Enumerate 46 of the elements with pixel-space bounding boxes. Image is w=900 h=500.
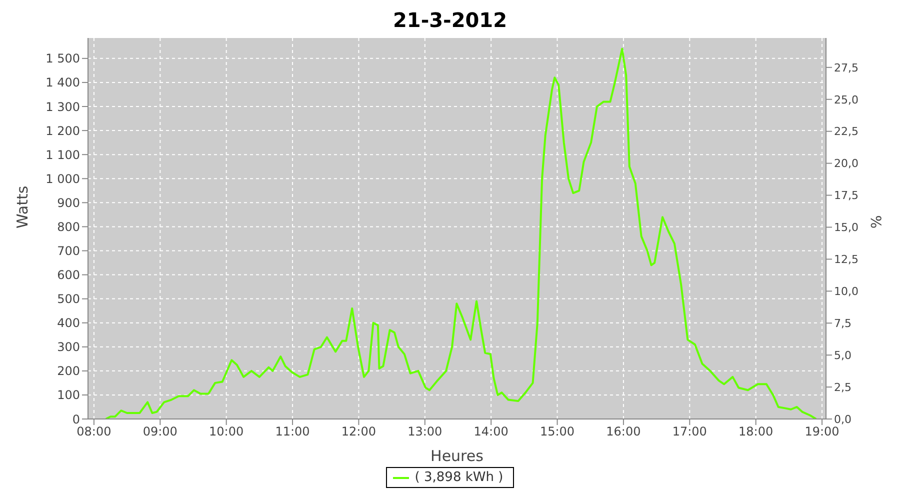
x-tick-label: 16:00 xyxy=(606,424,641,439)
x-tick-label: 19:00 xyxy=(804,424,840,439)
y-tick-label: 900 xyxy=(57,196,80,210)
x-tick-label: 18:00 xyxy=(738,424,774,439)
y2-tick-label: 22,5 xyxy=(834,125,858,138)
x-axis-title: Heures xyxy=(430,447,484,465)
y-tick-label: 1 100 xyxy=(46,148,80,162)
x-tick-label: 09:00 xyxy=(142,424,178,439)
y2-tick-label: 17,5 xyxy=(834,189,858,202)
y2-tick-label: 15,0 xyxy=(834,221,858,234)
y-axis-title: Watts xyxy=(13,186,32,228)
y-tick-label: 1 200 xyxy=(46,124,80,138)
y-tick-label: 1 300 xyxy=(46,100,80,114)
x-tick-label: 14:00 xyxy=(474,424,508,439)
y2-tick-label: 2,5 xyxy=(834,380,852,394)
x-tick-label: 11:00 xyxy=(275,424,310,439)
y2-tick-label: 7,5 xyxy=(834,317,852,330)
x-tick-label: 08:00 xyxy=(76,424,112,439)
y2-tick-label: 20,0 xyxy=(834,157,858,170)
y2-tick-label: 5,0 xyxy=(834,348,852,362)
y-tick-label: 1 400 xyxy=(46,76,80,90)
y-tick-label: 500 xyxy=(57,292,80,306)
y-tick-label: 100 xyxy=(57,388,80,402)
y-tick-label: 0 xyxy=(72,412,80,426)
y2-tick-label: 10,0 xyxy=(834,285,858,298)
chart-title: 21-3-2012 xyxy=(392,8,508,34)
y2-tick-label: 27,5 xyxy=(834,61,858,74)
y-tick-label: 600 xyxy=(57,268,80,282)
legend-label: ( 3,898 kWh ) xyxy=(414,470,504,485)
y2-tick-label: 0,0 xyxy=(834,412,852,426)
y2-tick-label: 25,0 xyxy=(834,93,858,106)
y-tick-label: 700 xyxy=(57,244,80,258)
y2-axis-title: % xyxy=(867,215,884,228)
x-tick-label: 10:00 xyxy=(209,424,244,439)
x-tick-label: 15:00 xyxy=(540,424,575,439)
y-tick-label: 800 xyxy=(57,220,80,234)
x-tick-label: 13:00 xyxy=(408,424,442,439)
x-tick-label: 12:00 xyxy=(341,424,376,439)
x-tick-label: 17:00 xyxy=(672,424,707,439)
y-tick-label: 1 000 xyxy=(46,172,80,186)
y-tick-label: 1 500 xyxy=(46,52,80,66)
y-tick-label: 300 xyxy=(57,340,80,354)
line-series xyxy=(104,48,818,419)
y-tick-label: 200 xyxy=(57,364,80,378)
y2-tick-label: 12,5 xyxy=(834,253,858,266)
y-tick-label: 400 xyxy=(57,316,80,330)
